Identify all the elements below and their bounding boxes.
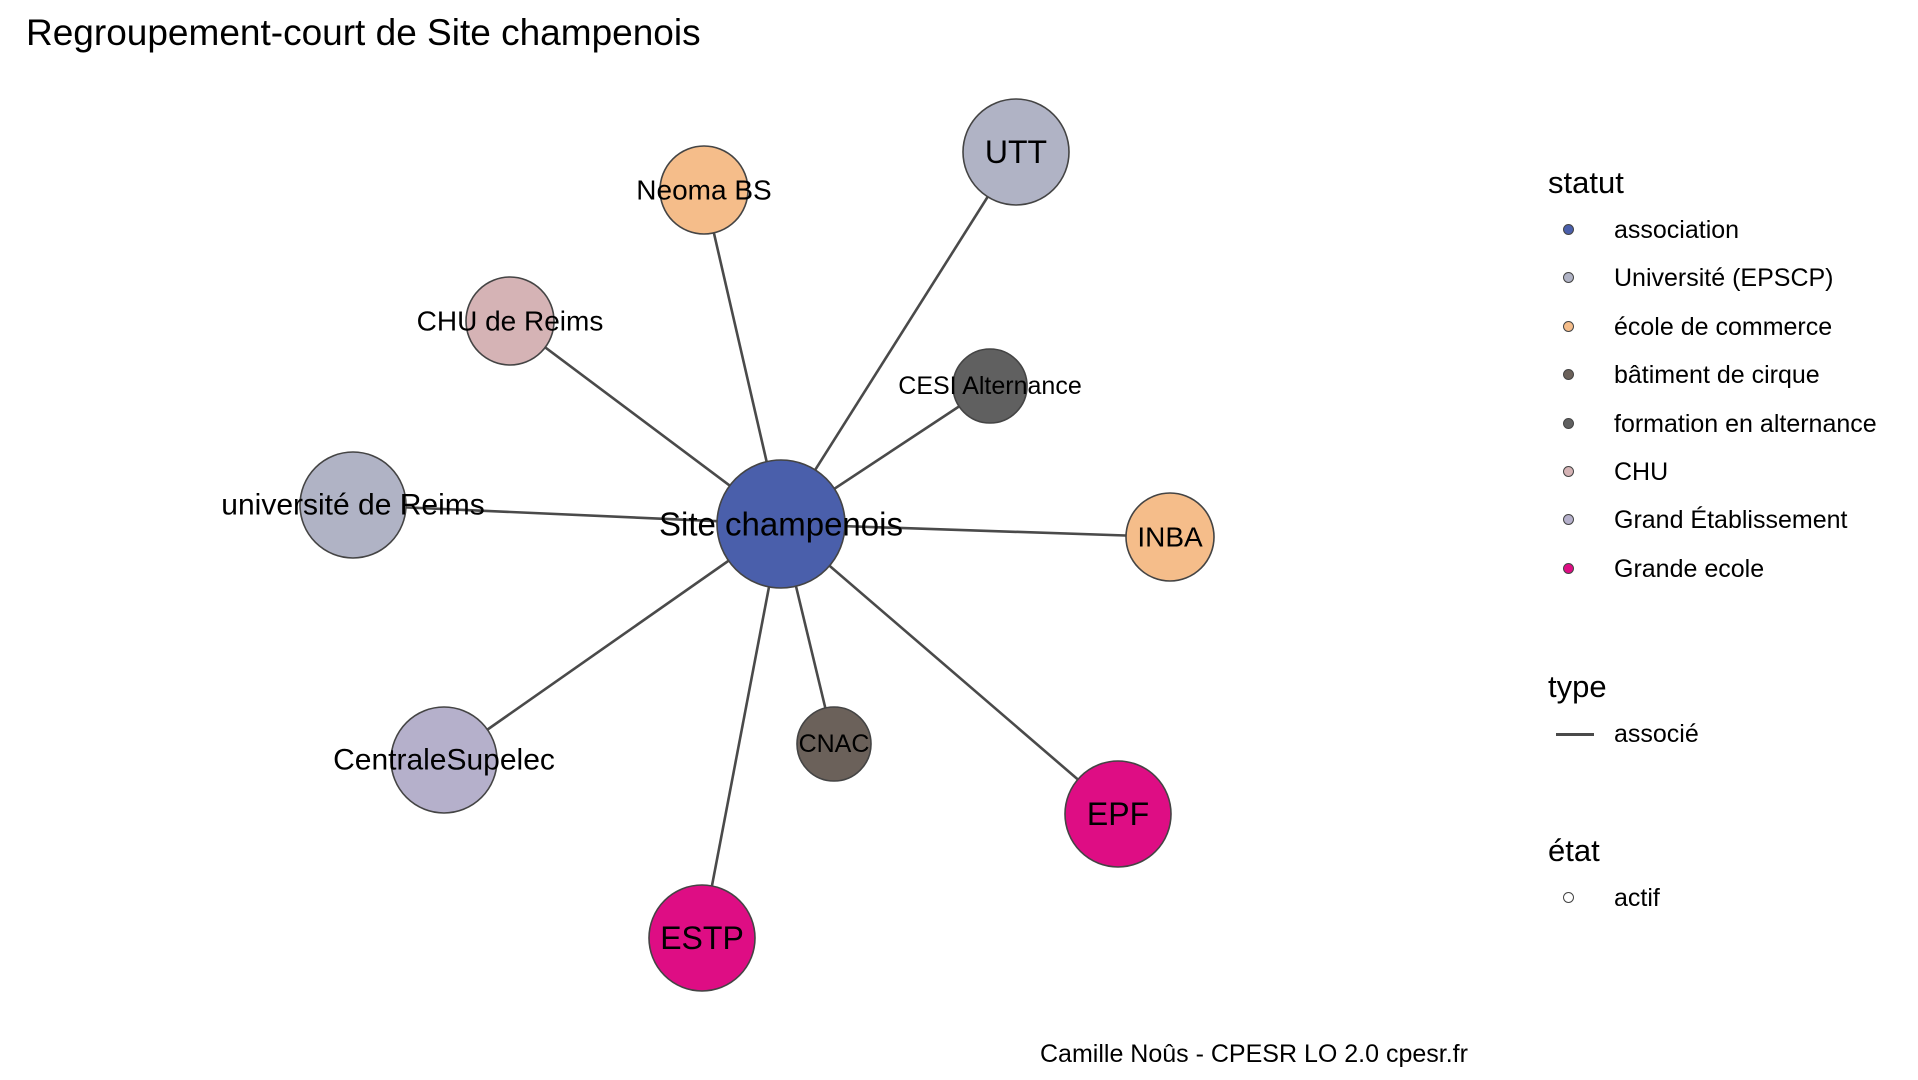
node-label-cesi-alternance: CESI Alternance <box>898 372 1081 400</box>
legend-statut-label: formation en alternance <box>1614 409 1877 438</box>
network-graph: Site champenois UTT Neoma BS CHU de Reims CE… <box>221 98 1215 992</box>
node-label-universite-de-reims: université de Reims <box>221 489 484 522</box>
legend-dot-key <box>1563 514 1574 526</box>
edge-site-champenois-inba <box>780 522 1171 539</box>
node-label-utt: UTT <box>985 134 1047 170</box>
node-estp <box>648 884 756 992</box>
node-label-neoma-bs: Neoma BS <box>636 175 771 206</box>
edge-site-champenois-epf <box>780 523 1119 815</box>
legend-statut-label: Grande ecole <box>1614 554 1765 583</box>
legend-statut-label: Grand Établissement <box>1614 506 1848 535</box>
legend-statut: statut association Université (EPSCP) écol… <box>1548 160 1908 583</box>
legend-statut-item: formation en alternance <box>1548 400 1908 448</box>
legend-dot-key <box>1563 224 1574 235</box>
legend: statut association Université (EPSCP) écol… <box>1548 160 1908 922</box>
legend-statut-item: Université (EPSCP) <box>1548 254 1908 302</box>
legend-statut-label: Université (EPSCP) <box>1614 264 1834 293</box>
node-neoma-bs <box>659 145 749 235</box>
node-cesi-alternance <box>952 348 1028 424</box>
node-label-site-champenois: Site champenois <box>659 506 903 543</box>
node-utt <box>962 98 1070 206</box>
legend-statut-title: statut <box>1548 165 1624 200</box>
node-label-centralesupelec: CentraleSupelec <box>333 744 555 777</box>
legend-statut-label: association <box>1614 216 1740 244</box>
legend-type-title: type <box>1548 669 1607 704</box>
nodes-layer <box>299 98 1215 992</box>
legend-statut-item: Grand Établissement <box>1548 496 1908 544</box>
legend-dot-key <box>1563 465 1574 477</box>
legend-etat-items: actif <box>1548 874 1908 922</box>
node-label-cnac: CNAC <box>799 730 870 758</box>
legend-dot-key <box>1563 272 1574 284</box>
legend-type-item: associé <box>1548 710 1908 758</box>
caption: Camille Noûs - CPESR LO 2.0 cpesr.fr <box>1040 1040 1468 1068</box>
page-title: Regroupement-court de Site champenois <box>26 12 701 53</box>
legend-line-key <box>1556 733 1594 736</box>
node-cnac <box>796 706 872 782</box>
node-site-champenois <box>716 459 846 589</box>
node-epf <box>1064 760 1172 868</box>
edge-site-champenois-universite-de-reims <box>352 503 782 526</box>
legend-etat-title: état <box>1548 833 1600 868</box>
edge-site-champenois-centralesupelec <box>443 522 782 762</box>
node-universite-de-reims <box>299 451 407 559</box>
legend-etat: état actif <box>1548 828 1908 922</box>
legend-statut-item: bâtiment de cirque <box>1548 351 1908 399</box>
legend-statut-item: Grande ecole <box>1548 545 1908 593</box>
node-label-chu-de-reims: CHU de Reims <box>417 306 604 337</box>
edge-site-champenois-utt <box>779 151 1018 525</box>
legend-statut-item: association <box>1548 206 1908 254</box>
legend-dot-key <box>1563 417 1574 429</box>
node-chu-de-reims <box>465 276 555 366</box>
legend-dot-key <box>1563 369 1574 381</box>
legend-dot-key <box>1563 320 1574 332</box>
legend-etat-item: actif <box>1548 874 1908 922</box>
labels-layer: Site champenois UTT Neoma BS CHU de Reims CE… <box>221 134 1203 956</box>
legend-statut-label: CHU <box>1614 457 1669 486</box>
node-inba <box>1125 492 1215 582</box>
node-label-inba: INBA <box>1137 522 1203 553</box>
legend-dot-key <box>1563 892 1574 903</box>
legend-type-items: associé <box>1548 710 1908 758</box>
legend-statut-label: bâtiment de cirque <box>1614 361 1820 390</box>
legend-statut-label: école de commerce <box>1614 312 1833 341</box>
node-label-epf: EPF <box>1087 796 1149 832</box>
legend-etat-label: actif <box>1614 884 1660 912</box>
node-label-estp: ESTP <box>660 920 744 956</box>
legend-type-label: associé <box>1614 720 1699 748</box>
edge-site-champenois-estp <box>700 523 783 939</box>
legend-dot-key <box>1563 562 1574 574</box>
node-centralesupelec <box>390 706 498 814</box>
legend-statut-item: école de commerce <box>1548 303 1908 351</box>
legend-statut-item: CHU <box>1548 448 1908 496</box>
legend-type: type associé <box>1548 664 1908 784</box>
legend-statut-items: association Université (EPSCP) école de co… <box>1548 206 1908 593</box>
